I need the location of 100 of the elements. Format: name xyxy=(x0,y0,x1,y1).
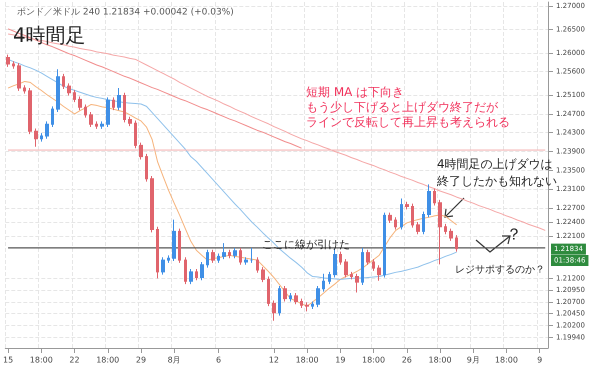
candlestick xyxy=(156,226,159,279)
candlestick xyxy=(117,88,121,111)
candlestick xyxy=(294,292,298,305)
candlestick xyxy=(344,258,348,278)
candlestick xyxy=(195,268,198,281)
x-tick-label: 18:00 xyxy=(96,356,120,364)
candlestick xyxy=(145,153,148,182)
candlestick xyxy=(84,104,87,118)
candlestick xyxy=(217,253,220,264)
candlestick xyxy=(300,298,303,309)
x-tick-label: 26 xyxy=(402,356,412,364)
candlestick xyxy=(123,92,126,123)
candlestick xyxy=(388,212,392,224)
candlestick xyxy=(112,96,115,111)
candlestick xyxy=(383,212,386,278)
candlestick xyxy=(23,84,26,94)
candlestick xyxy=(361,247,364,286)
text: 4時間足 xyxy=(13,23,86,47)
candlestick xyxy=(372,258,375,272)
candlestick xyxy=(161,256,165,276)
annotation: ここに線が引けた xyxy=(262,238,350,251)
candlestick xyxy=(150,175,154,233)
annotation: レジサポするのか？ xyxy=(455,264,545,276)
text: ポンド／米ドル 240 1.21834 +0.00042 (+0.03%) xyxy=(17,6,234,18)
candlestick xyxy=(40,132,43,142)
x-tick-label: 18:00 xyxy=(494,356,518,364)
candlestick xyxy=(449,228,453,242)
x-tick-label: 18:00 xyxy=(428,356,452,364)
x-tick-label: 29 xyxy=(136,356,146,364)
candlestick xyxy=(283,285,287,302)
candlestick xyxy=(322,273,325,292)
candlestick xyxy=(73,89,76,103)
candlestick xyxy=(206,249,209,268)
candlestick xyxy=(189,268,193,285)
candlestick xyxy=(444,223,447,235)
candlestick xyxy=(6,54,10,68)
candlestick xyxy=(250,247,253,264)
candlestick xyxy=(366,249,370,266)
candlestick xyxy=(28,88,32,135)
x-tick-label: 6 xyxy=(216,356,222,364)
candlestick xyxy=(405,201,409,210)
x-tick-label: 15 xyxy=(2,356,14,364)
candlestick xyxy=(438,199,442,265)
candlestick xyxy=(62,73,65,90)
candlestick xyxy=(89,112,93,128)
x-tick-label: 19 xyxy=(335,356,346,364)
candlestick xyxy=(339,251,342,266)
candlestick xyxy=(228,249,231,259)
candlestick xyxy=(139,142,143,160)
candlestick xyxy=(272,300,276,322)
candlestick xyxy=(311,300,314,310)
candlestick xyxy=(333,248,337,278)
candlestick xyxy=(128,116,132,127)
candlestick xyxy=(350,271,353,280)
x-tick-label: 12 xyxy=(268,356,279,364)
annotation: もう少し下げると上げダウ終了だが xyxy=(306,100,499,114)
candlestick xyxy=(355,273,359,294)
candlestick xyxy=(244,256,248,266)
candlestick xyxy=(67,82,71,96)
candlestick xyxy=(106,96,110,128)
candlestick xyxy=(184,256,187,285)
candlestick xyxy=(211,249,215,264)
candlestick xyxy=(261,266,265,283)
candlestick xyxy=(433,188,436,206)
candlestick xyxy=(51,106,54,128)
candlestick xyxy=(422,211,425,235)
annotation: ラインで反転して再上昇も考えられる xyxy=(306,115,510,129)
candlestick xyxy=(416,222,420,235)
annotation: 4時間足の上げダウは xyxy=(437,157,553,171)
candlestick xyxy=(328,271,331,285)
candlestick xyxy=(222,242,226,260)
candlestick xyxy=(78,96,82,111)
candlestick xyxy=(233,247,237,259)
candlestick xyxy=(455,234,458,252)
candlestick xyxy=(278,285,281,316)
x-tick-label: 22 xyxy=(69,356,80,364)
candlestick xyxy=(239,247,242,266)
annotation: ？ xyxy=(506,224,522,244)
candlestick xyxy=(100,120,104,130)
candlestick xyxy=(305,302,309,312)
candlestick xyxy=(95,120,98,130)
x-tick-label: 18:00 xyxy=(30,356,53,364)
x-tick-label: 9 xyxy=(537,356,542,364)
x-tick-label: 8月 xyxy=(168,356,181,364)
candlestick xyxy=(400,198,403,230)
candlestick xyxy=(289,292,292,302)
x-tick-label: 18:00 xyxy=(296,356,319,364)
candlestick xyxy=(56,68,60,113)
candlestick xyxy=(172,219,176,262)
candlestick xyxy=(34,128,38,148)
candlestick xyxy=(17,62,21,92)
x-tick-label: 9月 xyxy=(466,356,480,364)
candlestick xyxy=(267,276,270,307)
annotation: 終了したかも知れない xyxy=(436,174,557,188)
candlestick xyxy=(45,120,49,140)
x-tick-label: 18:00 xyxy=(362,356,386,364)
candlestick xyxy=(134,120,137,149)
annotation: 短期 MA は下向き xyxy=(306,85,404,99)
candlestick xyxy=(12,60,15,70)
candlestick xyxy=(394,216,397,230)
